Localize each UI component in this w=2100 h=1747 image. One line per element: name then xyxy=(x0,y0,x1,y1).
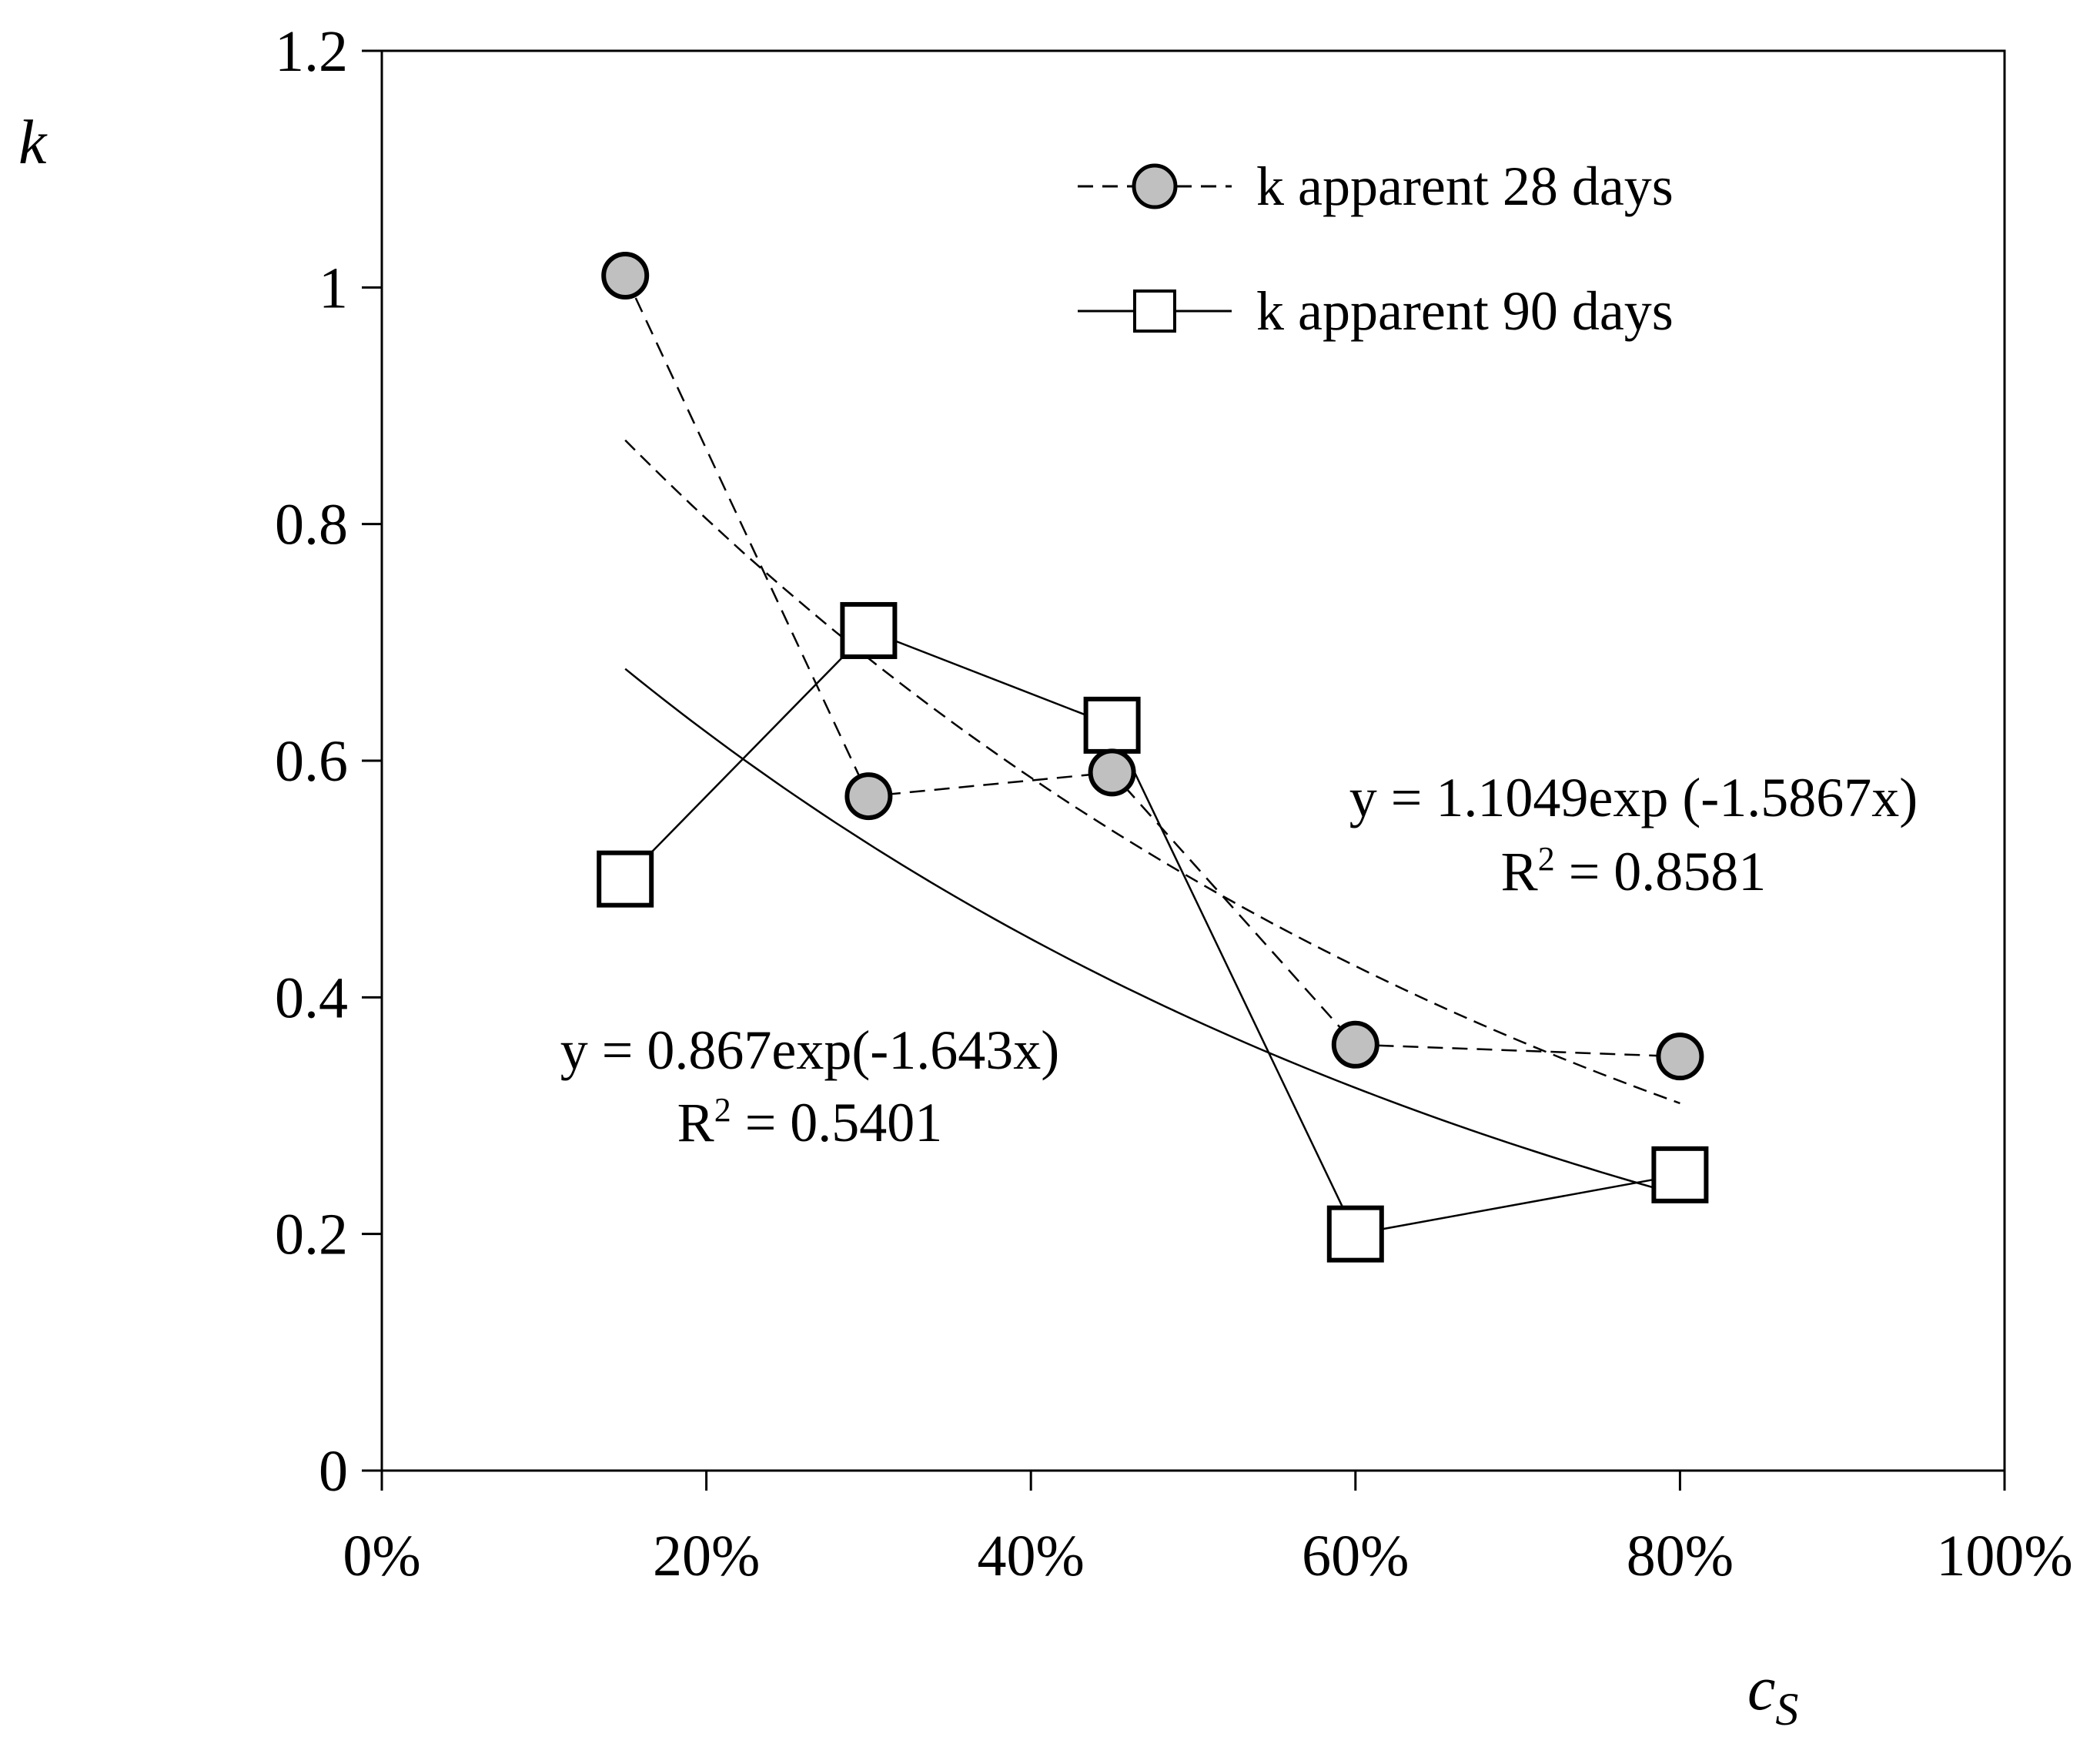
x-tick-label: 20% xyxy=(653,1524,760,1588)
data-point-90-days xyxy=(597,850,654,908)
y-tick-label: 1.2 xyxy=(275,19,348,84)
data-point-90-days xyxy=(1326,1205,1384,1263)
series-line-28-days xyxy=(624,275,1680,1058)
x-tick-label: 0% xyxy=(343,1524,420,1588)
data-point-28-days xyxy=(601,251,650,300)
annotation-28-days-r2-sup: 2 xyxy=(1538,840,1555,878)
x-tick-label: 40% xyxy=(978,1524,1085,1588)
legend: k apparent 28 days k apparent 90 days xyxy=(1078,156,1674,342)
trendlines xyxy=(624,439,1680,1196)
axis-ticks: 0 0.2 0.4 0.6 0.8 1 1.2 0% 20% 40% 60% 80% 100% xyxy=(275,19,2073,1588)
annotation-90-days: y = 0.867exp(-1.643x) R2 = 0.5401 xyxy=(560,1019,1060,1153)
series-lines xyxy=(624,275,1680,1236)
legend-marker-90-days xyxy=(1133,289,1176,333)
data-point-28-days xyxy=(1331,1020,1379,1069)
annotation-28-days-equation: y = 1.1049exp (-1.5867x) xyxy=(1349,767,1918,828)
y-tick-label: 0 xyxy=(319,1439,348,1504)
annotation-90-days-r2: R2 = 0.5401 xyxy=(677,1091,943,1153)
data-point-28-days xyxy=(1088,748,1136,797)
y-axis-title: k xyxy=(18,107,48,177)
data-point-90-days xyxy=(840,601,898,659)
y-tick-label: 0.6 xyxy=(275,729,348,794)
x-tick-label: 60% xyxy=(1302,1524,1409,1588)
y-tick-label: 0.4 xyxy=(275,966,348,1030)
legend-label-28-days: k apparent 28 days xyxy=(1256,156,1674,217)
data-markers xyxy=(597,251,1709,1263)
annotation-90-days-r2-sup: 2 xyxy=(714,1091,731,1129)
x-tick-label: 100% xyxy=(1936,1524,2072,1588)
y-tick-label: 1 xyxy=(319,256,348,320)
x-tick-label: 80% xyxy=(1627,1524,1734,1588)
annotation-28-days-r2: R2 = 0.8581 xyxy=(1501,840,1767,902)
data-point-90-days xyxy=(1651,1146,1709,1203)
annotation-90-days-r2-prefix: R xyxy=(677,1092,714,1153)
annotation-28-days-r2-prefix: R xyxy=(1501,841,1538,902)
legend-marker-28-days xyxy=(1132,163,1178,209)
y-tick-label: 0.8 xyxy=(275,493,348,557)
data-point-90-days xyxy=(1083,696,1141,754)
annotation-90-days-r2-value: = 0.5401 xyxy=(731,1092,943,1153)
x-axis-title-main: c xyxy=(1747,1653,1775,1723)
x-axis-title: cS xyxy=(1747,1653,1798,1735)
annotation-28-days-r2-value: = 0.8581 xyxy=(1555,841,1767,902)
x-axis-title-subscript: S xyxy=(1775,1684,1798,1735)
trendline-series-28-days xyxy=(624,439,1680,1105)
data-point-28-days xyxy=(844,772,893,821)
trendline-series-90-days xyxy=(624,668,1680,1196)
annotation-90-days-equation: y = 0.867exp(-1.643x) xyxy=(560,1019,1060,1081)
legend-label-90-days: k apparent 90 days xyxy=(1256,280,1674,342)
data-point-28-days xyxy=(1656,1032,1704,1081)
annotation-28-days: y = 1.1049exp (-1.5867x) R2 = 0.8581 xyxy=(1349,767,1918,902)
y-tick-label: 0.2 xyxy=(275,1203,348,1267)
